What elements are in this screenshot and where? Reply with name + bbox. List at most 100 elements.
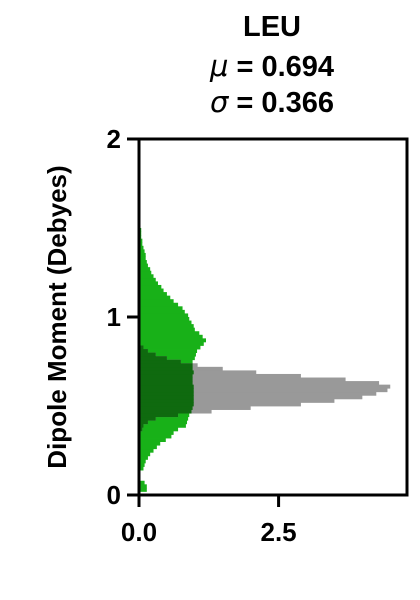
sigma-symbol: σ (210, 85, 230, 119)
green-bar-39 (139, 338, 206, 343)
overlap-bar-16 (139, 420, 148, 425)
overlap-bar-22 (139, 398, 194, 403)
green-bar-49 (139, 302, 179, 307)
green-bar-9 (139, 445, 157, 450)
gray-bar-8 (139, 398, 335, 403)
gray-bar-14 (139, 377, 346, 382)
overlap-bar-33 (139, 359, 181, 364)
gray-bar-11 (139, 388, 388, 393)
green-bar-66 (139, 242, 143, 247)
overlap-bar-29 (139, 373, 193, 378)
overlap-bar-18 (139, 413, 179, 418)
overlap-bar-20 (139, 406, 193, 410)
green-bar-53 (139, 288, 164, 293)
mu-value: = 0.694 (228, 51, 334, 83)
chart-title: LEU (243, 11, 301, 43)
green-bar-35 (139, 352, 196, 357)
overlap-bar-14 (139, 427, 143, 432)
sigma-stat-label: σ = 0.366 (210, 85, 334, 119)
green-bar-42 (139, 327, 195, 332)
green-bar-17 (139, 416, 189, 421)
y-tick-label: 0 (107, 480, 121, 510)
green-bar-48 (139, 306, 183, 311)
green-bar-36 (139, 349, 198, 353)
green-bar-38 (139, 341, 204, 346)
overlap-bar-28 (139, 377, 193, 382)
y-ticks: 0 1 2 (107, 124, 139, 510)
overlap-bar-26 (139, 384, 194, 389)
green-bar-55 (139, 281, 158, 286)
green-bar-51 (139, 295, 171, 300)
overlap-bar-37 (139, 345, 144, 350)
y-tick-label: 1 (107, 302, 121, 332)
overlap-bar-15 (139, 423, 144, 428)
gray-bar-15 (139, 373, 301, 378)
green-bar-47 (139, 309, 185, 314)
green-bar-58 (139, 270, 152, 275)
green-bar-15 (139, 423, 186, 428)
green-bar-43 (139, 324, 194, 329)
green-bar-54 (139, 284, 162, 289)
green-bar-6 (139, 455, 148, 460)
green-bar-61 (139, 260, 147, 264)
green-bar-3 (139, 466, 144, 471)
overlap-bar-19 (139, 409, 192, 414)
overlap-bar-24 (139, 391, 194, 396)
green-bar-59 (139, 267, 151, 272)
green-bar-12 (139, 434, 172, 439)
mu-stat-label: μ = 0.694 (209, 49, 334, 83)
green-bar-1 (139, 484, 147, 489)
green-bar-5 (139, 459, 146, 464)
gray-bar-9 (139, 395, 363, 400)
mu-symbol: μ (209, 49, 228, 83)
green-bar-64 (139, 249, 145, 254)
green-bar-4 (139, 462, 145, 467)
green-bar-16 (139, 420, 188, 425)
green-bar-13 (139, 430, 174, 435)
gray-bar-13 (139, 381, 380, 386)
green-bar-11 (139, 438, 166, 442)
y-axis-label: Dipole Moment (Debyes) (42, 165, 72, 468)
green-bar-65 (139, 245, 144, 250)
green-bar-60 (139, 263, 148, 268)
overlap-bar-31 (139, 366, 193, 371)
green-bar-45 (139, 317, 190, 321)
green-bar-50 (139, 299, 174, 304)
green-bar-41 (139, 331, 200, 336)
overlap-bar-35 (139, 352, 156, 357)
green-bar-56 (139, 277, 156, 282)
green-bar-63 (139, 252, 146, 257)
gray-bar-10 (139, 391, 377, 396)
overlap-bars (139, 345, 194, 432)
green-bar-2 (139, 480, 145, 485)
sigma-value: = 0.366 (228, 87, 334, 119)
green-bar-46 (139, 313, 189, 318)
gray-bar-16 (139, 370, 257, 375)
overlap-bar-30 (139, 370, 194, 375)
green-bar-57 (139, 274, 154, 279)
green-bar-62 (139, 256, 146, 261)
green-bar-10 (139, 441, 161, 446)
x-tick-label: 2.5 (261, 517, 297, 547)
green-bar-14 (139, 427, 179, 432)
gray-bar-12 (139, 384, 391, 389)
overlap-bar-25 (139, 388, 194, 393)
green-bar-0 (139, 487, 147, 492)
gray-bar-6 (139, 406, 251, 410)
overlap-bar-17 (139, 416, 156, 421)
green-bar-40 (139, 334, 203, 339)
green-bar-52 (139, 292, 167, 297)
green-bar-7 (139, 452, 151, 457)
overlap-bar-21 (139, 402, 194, 407)
green-bar-37 (139, 345, 201, 350)
overlap-bar-23 (139, 395, 194, 400)
y-tick-label: 2 (107, 124, 121, 154)
x-ticks: 0.0 2.5 (121, 495, 297, 547)
overlap-bar-36 (139, 349, 148, 353)
x-tick-label: 0.0 (121, 517, 157, 547)
green-bar-8 (139, 448, 154, 453)
green-bar-67 (139, 238, 143, 243)
overlap-bar-27 (139, 381, 193, 386)
overlap-bar-32 (139, 363, 193, 368)
